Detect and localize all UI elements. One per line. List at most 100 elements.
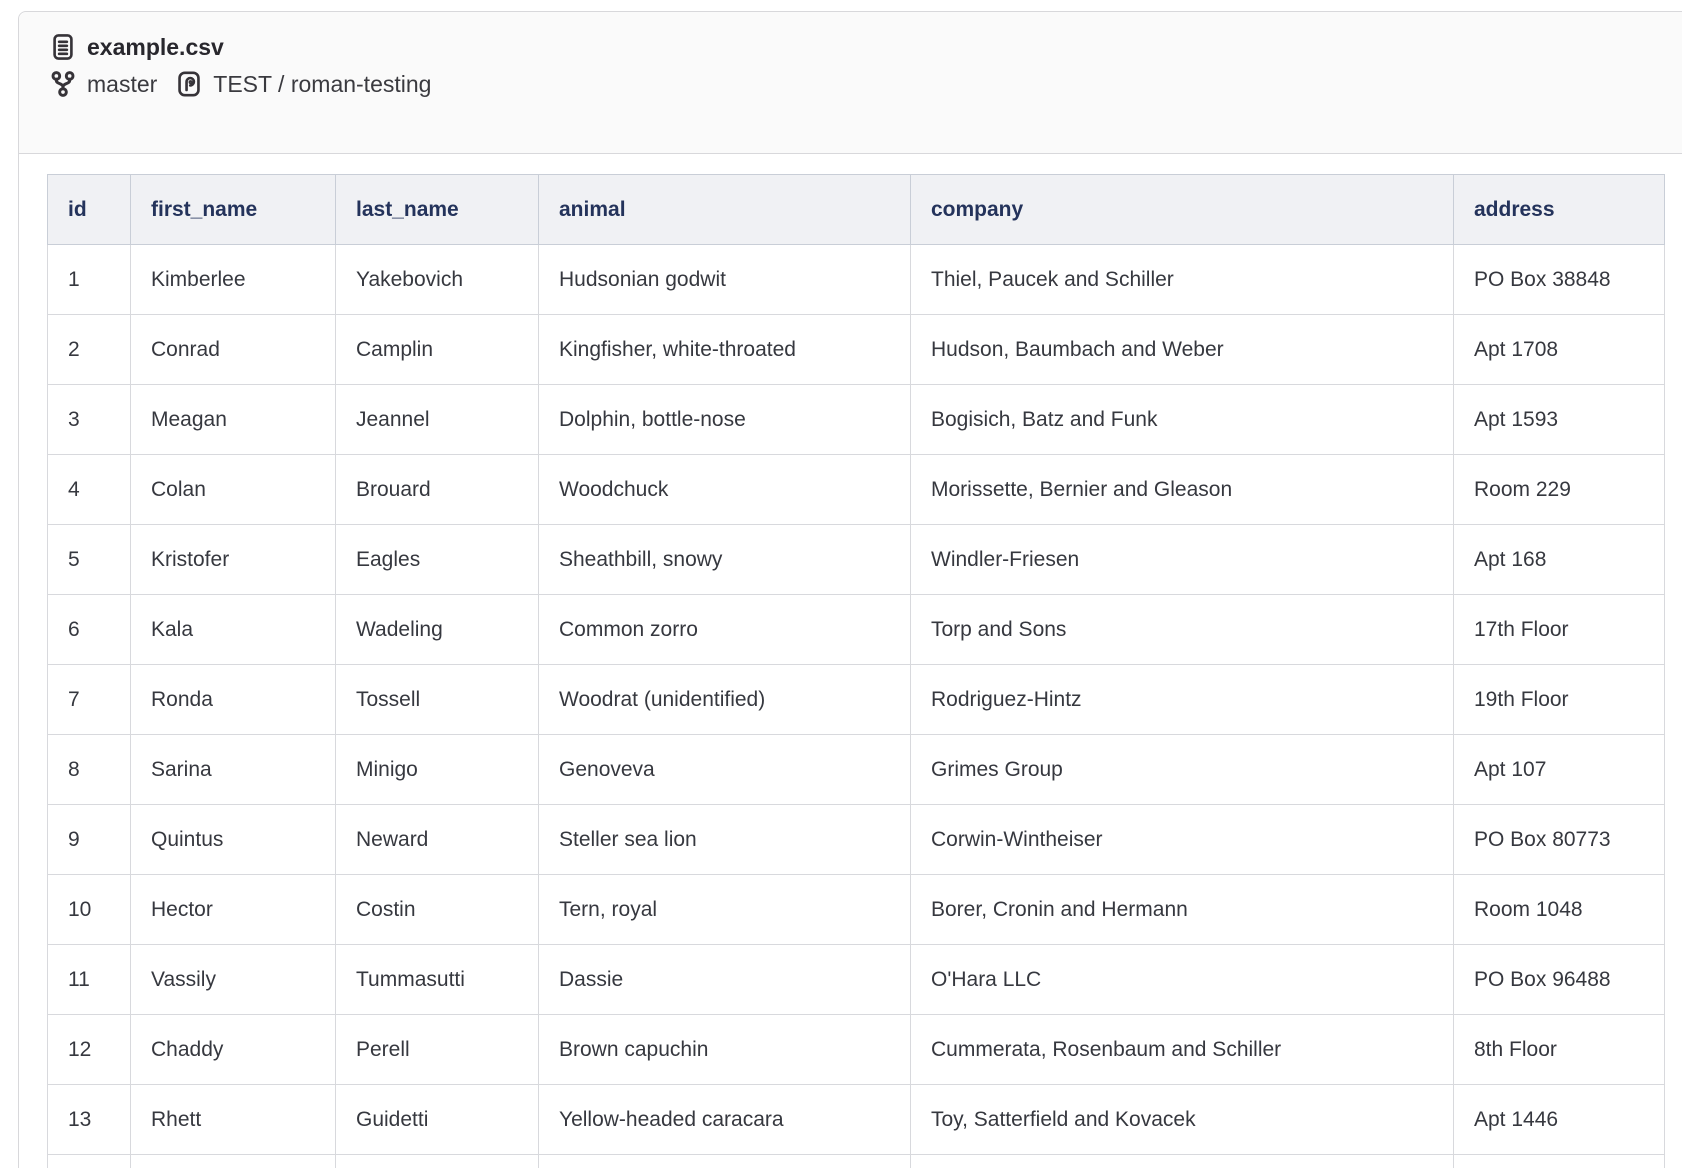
table-cell: Ronda xyxy=(130,664,336,735)
table-cell: Yakebovich xyxy=(335,244,539,315)
table-cell: 3 xyxy=(47,384,131,455)
table-cell: PO Box 80773 xyxy=(1453,804,1665,875)
table-cell: Hector xyxy=(130,874,336,945)
table-header-cell: first_name xyxy=(130,174,336,245)
table-cell: Dolphin, bottle-nose xyxy=(538,384,911,455)
table-cell: 6 xyxy=(47,594,131,665)
table-cell: O'Hara LLC xyxy=(910,944,1454,1015)
table-header-cell: animal xyxy=(538,174,911,245)
table-cell: PO Box 38848 xyxy=(1453,244,1665,315)
table-row: 10 Hector Costin Tern, royal Borer, Cronin a… xyxy=(47,874,1665,945)
table-cell: Hudson, Baumbach and Weber xyxy=(910,314,1454,385)
table-row: 5 Kristofer Eagles Sheathbill, snowy Windler… xyxy=(47,524,1665,595)
table-cell: 9 xyxy=(47,804,131,875)
table-row: 13 Rhett Guidetti Yellow-headed caracara Toy… xyxy=(47,1084,1665,1155)
table-cell: Common zorro xyxy=(538,594,911,665)
table-cell: Tern, royal xyxy=(538,874,911,945)
table-cell xyxy=(538,1154,911,1168)
table-cell: Conrad xyxy=(130,314,336,385)
table-cell: Corwin-Wintheiser xyxy=(910,804,1454,875)
table-cell: 8 xyxy=(47,734,131,805)
table-cell: Room 229 xyxy=(1453,454,1665,525)
file-card: example.csv master xyxy=(18,11,1682,1168)
table-row: 1 Kimberlee Yakebovich Hudsonian godwit Thie… xyxy=(47,244,1665,315)
table-row: 2 Conrad Camplin Kingfisher, white-throated… xyxy=(47,314,1665,385)
table-cell: Chaddy xyxy=(130,1014,336,1085)
file-name-link[interactable]: example.csv xyxy=(87,33,224,60)
table-cell: Quintus xyxy=(130,804,336,875)
table-cell: Neward xyxy=(335,804,539,875)
table-row: 12 Chaddy Perell Brown capuchin Cummerata, R… xyxy=(47,1014,1665,1085)
table-cell: Genoveva xyxy=(538,734,911,805)
table-cell: Colan xyxy=(130,454,336,525)
table-cell xyxy=(47,1154,131,1168)
table-cell: 17th Floor xyxy=(1453,594,1665,665)
project-path[interactable]: TEST / roman-testing xyxy=(213,70,432,97)
table-cell: Apt 1593 xyxy=(1453,384,1665,455)
table-cell xyxy=(335,1154,539,1168)
table-cell: Tossell xyxy=(335,664,539,735)
table-cell: 11 xyxy=(47,944,131,1015)
table-cell: Eagles xyxy=(335,524,539,595)
table-cell: Room 1048 xyxy=(1453,874,1665,945)
table-cell: PO Box 96488 xyxy=(1453,944,1665,1015)
table-cell: 5 xyxy=(47,524,131,595)
table-cell: Minigo xyxy=(335,734,539,805)
table-cell: Woodchuck xyxy=(538,454,911,525)
table-cell: Apt 107 xyxy=(1453,734,1665,805)
table-cell: 19th Floor xyxy=(1453,664,1665,735)
table-partial-row xyxy=(47,1154,1665,1168)
table-cell: Perell xyxy=(335,1014,539,1085)
table-cell: Kristofer xyxy=(130,524,336,595)
table-cell: Hudsonian godwit xyxy=(538,244,911,315)
table-cell: 2 xyxy=(47,314,131,385)
table-cell: Kala xyxy=(130,594,336,665)
table-cell: Cummerata, Rosenbaum and Schiller xyxy=(910,1014,1454,1085)
table-cell: Sarina xyxy=(130,734,336,805)
table-header-cell: last_name xyxy=(335,174,539,245)
table-cell: Yellow-headed caracara xyxy=(538,1084,911,1155)
branch-name[interactable]: master xyxy=(87,70,158,97)
file-meta-row: master TEST / roman-testing xyxy=(49,67,1682,101)
table-cell: Camplin xyxy=(335,314,539,385)
table-cell: 13 xyxy=(47,1084,131,1155)
table-cell: 7 xyxy=(47,664,131,735)
table-cell: Guidetti xyxy=(335,1084,539,1155)
table-cell xyxy=(1453,1154,1665,1168)
table-cell: Morissette, Bernier and Gleason xyxy=(910,454,1454,525)
table-header-cell: id xyxy=(47,174,131,245)
table-row: 4 Colan Brouard Woodchuck Morissette, Bernie… xyxy=(47,454,1665,525)
table-cell: Kimberlee xyxy=(130,244,336,315)
table-cell: 10 xyxy=(47,874,131,945)
file-title-row: example.csv xyxy=(49,29,1682,65)
table-cell: Wadeling xyxy=(335,594,539,665)
table-cell xyxy=(130,1154,336,1168)
csv-table: id first_name last_name animal company addres… xyxy=(47,174,1665,1168)
table-cell: Dassie xyxy=(538,944,911,1015)
file-content: id first_name last_name animal company addres… xyxy=(19,154,1682,1168)
table-cell: Borer, Cronin and Hermann xyxy=(910,874,1454,945)
table-cell: Sheathbill, snowy xyxy=(538,524,911,595)
table-cell: Costin xyxy=(335,874,539,945)
table-cell: Toy, Satterfield and Kovacek xyxy=(910,1084,1454,1155)
table-row: 8 Sarina Minigo Genoveva Grimes Group Apt 107 xyxy=(47,734,1665,805)
table-cell: Apt 1446 xyxy=(1453,1084,1665,1155)
table-cell: Apt 1708 xyxy=(1453,314,1665,385)
table-cell: 4 xyxy=(47,454,131,525)
git-branch-icon xyxy=(49,70,77,98)
table-cell xyxy=(910,1154,1454,1168)
table-cell: Brown capuchin xyxy=(538,1014,911,1085)
table-row: 3 Meagan Jeannel Dolphin, bottle-nose Bogisi… xyxy=(47,384,1665,455)
table-row: 9 Quintus Neward Steller sea lion Corwin-Win… xyxy=(47,804,1665,875)
table-cell: Jeannel xyxy=(335,384,539,455)
table-cell: Rodriguez-Hintz xyxy=(910,664,1454,735)
table-cell: Rhett xyxy=(130,1084,336,1155)
table-cell: Windler-Friesen xyxy=(910,524,1454,595)
table-cell: Torp and Sons xyxy=(910,594,1454,665)
file-header: example.csv master xyxy=(19,12,1682,154)
table-cell: Kingfisher, white-throated xyxy=(538,314,911,385)
project-icon xyxy=(175,70,203,98)
table-header-cell: address xyxy=(1453,174,1665,245)
table-row: 7 Ronda Tossell Woodrat (unidentified) Rodri… xyxy=(47,664,1665,735)
